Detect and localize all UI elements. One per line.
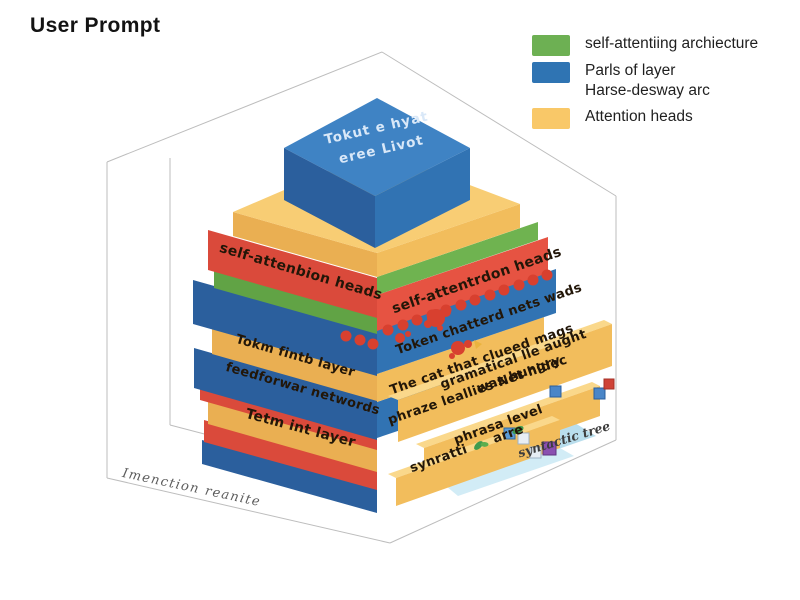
legend-item-heads: Attention heads	[532, 107, 758, 129]
layer-red-heads-left	[208, 230, 377, 318]
layer-green-right	[377, 222, 538, 295]
legend: self-attentiing archiecture Parls of lay…	[532, 34, 758, 129]
legend-swatch-blue	[532, 62, 570, 83]
legend-label: Harse-desway arc	[585, 82, 710, 100]
legend-swatch-green	[532, 35, 570, 56]
legend-item-parts: Parls of layer Harse-desway arc	[532, 61, 758, 102]
stack-left-faces	[193, 212, 377, 513]
layer-yellow-embed-left	[208, 398, 377, 472]
legend-label: Parls of layer	[585, 62, 676, 79]
legend-item-architecture: self-attentiing archiecture	[532, 34, 758, 56]
legend-label: self-attentiing archiecture	[585, 35, 759, 52]
leaf-icon	[473, 440, 489, 450]
wireframe-box	[106, 51, 617, 544]
label-syntactic-plank: synratti arre	[408, 422, 526, 476]
layer-red-heads-right	[377, 237, 548, 331]
layer-blue-attn-left	[193, 280, 377, 376]
page-title: User Prompt	[30, 14, 161, 37]
layer-blue-token-right	[377, 269, 556, 374]
layer-blue-bottom-left	[202, 440, 377, 513]
top-blue-block	[284, 98, 470, 248]
decoration-cubes	[503, 378, 615, 459]
layer-yellow-top-right	[377, 204, 520, 277]
layer-red-lower-left	[204, 420, 377, 490]
layer-blue-ffn-left	[194, 348, 377, 440]
layer-yellow-top-left	[233, 212, 377, 277]
layer-yellow-sentence-right	[377, 317, 544, 402]
legend-swatch-yellow	[532, 107, 570, 129]
leaf-icon	[512, 426, 524, 434]
legend-label: Attention heads	[585, 107, 693, 125]
layer-yellow-token-left	[212, 326, 377, 401]
plank-grammar	[388, 320, 612, 442]
